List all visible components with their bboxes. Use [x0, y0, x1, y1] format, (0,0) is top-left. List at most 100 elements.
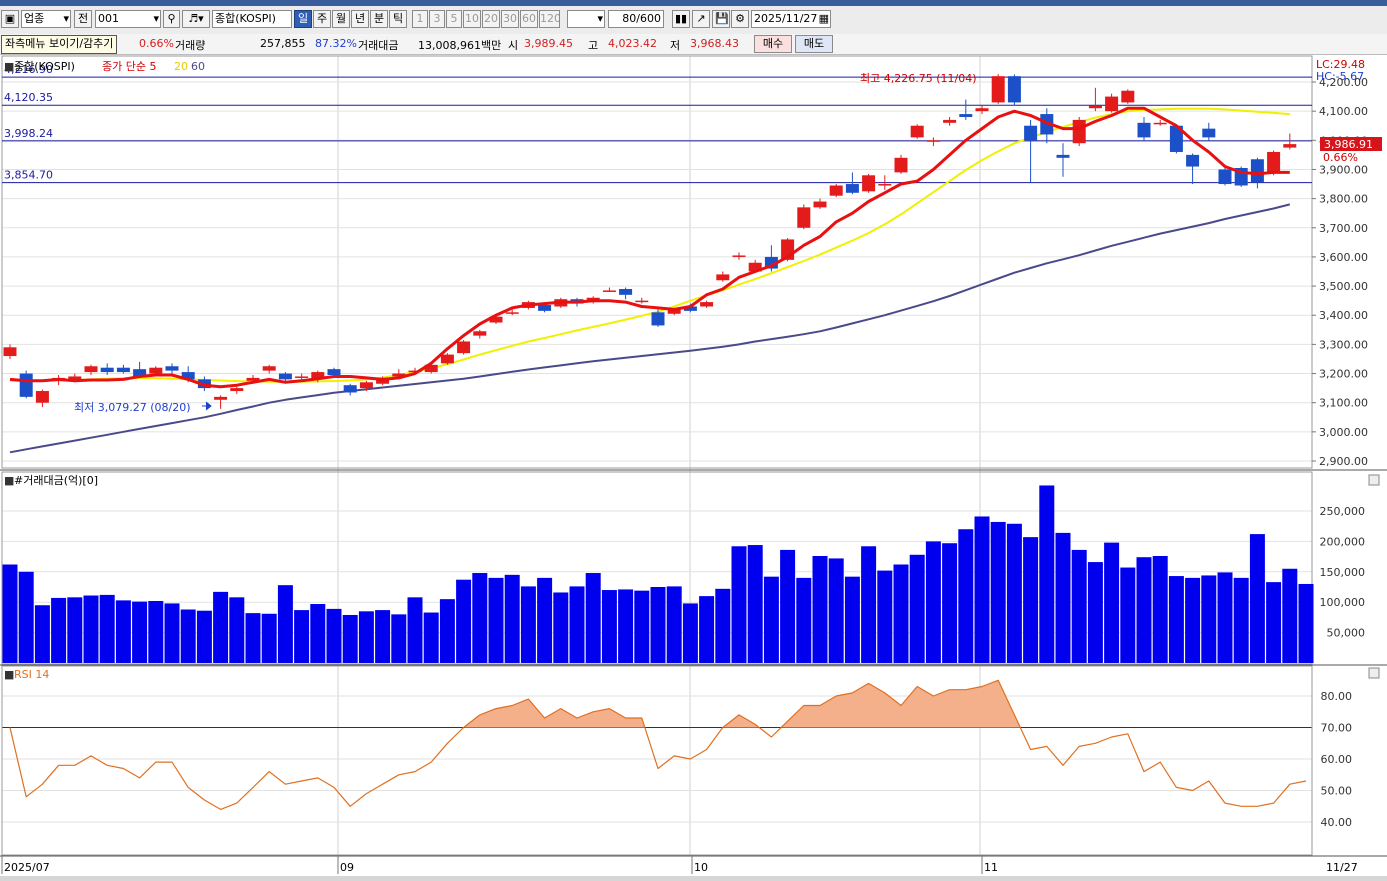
interval-dropdown[interactable]: ▾ — [567, 10, 605, 28]
candle-body[interactable] — [975, 108, 989, 112]
candle-body[interactable] — [1218, 169, 1232, 185]
candle-body[interactable] — [619, 288, 633, 295]
volume-bar[interactable] — [456, 579, 472, 663]
candle-body[interactable] — [894, 157, 908, 173]
volume-bar[interactable] — [180, 609, 196, 663]
period-button-5[interactable]: 틱 — [389, 10, 407, 28]
volume-bar[interactable] — [1233, 577, 1249, 663]
candle-body[interactable] — [311, 372, 325, 380]
volume-bar[interactable] — [634, 590, 650, 663]
candle-body[interactable] — [829, 185, 843, 196]
candle-body[interactable] — [732, 255, 746, 257]
volume-bar[interactable] — [763, 576, 779, 663]
volume-bar[interactable] — [715, 588, 731, 663]
candle-body[interactable] — [959, 114, 973, 117]
volume-bar[interactable] — [488, 577, 504, 663]
candle-body[interactable] — [3, 347, 17, 357]
volume-bar[interactable] — [1071, 549, 1087, 663]
volume-bar[interactable] — [132, 601, 148, 663]
interval-button-7[interactable]: 120 — [539, 10, 560, 28]
volume-bar[interactable] — [148, 600, 164, 663]
candle-body[interactable] — [878, 184, 892, 186]
sell-button[interactable]: 매도 — [795, 35, 833, 53]
candle-type-icon[interactable]: ▮▮ — [672, 10, 690, 28]
candle-body[interactable] — [473, 331, 487, 336]
volume-bar[interactable] — [537, 577, 553, 663]
volume-bar[interactable] — [51, 597, 67, 663]
candle-body[interactable] — [214, 396, 228, 400]
volume-bar[interactable] — [164, 603, 180, 663]
volume-bar[interactable] — [310, 604, 326, 663]
candle-body[interactable] — [1121, 90, 1135, 103]
volume-bar[interactable] — [682, 603, 698, 663]
candle-body[interactable] — [246, 377, 260, 381]
volume-bar[interactable] — [326, 608, 342, 663]
candle-body[interactable] — [1250, 159, 1264, 183]
volume-bar[interactable] — [294, 610, 310, 663]
volume-bar[interactable] — [213, 591, 229, 663]
volume-bar[interactable] — [1120, 567, 1136, 663]
candle-body[interactable] — [1283, 144, 1297, 148]
volume-bar[interactable] — [18, 571, 34, 663]
volume-bar[interactable] — [699, 596, 715, 663]
volume-bar[interactable] — [1282, 568, 1298, 663]
volume-bar[interactable] — [2, 564, 18, 663]
volume-bar[interactable] — [1055, 532, 1071, 663]
volume-bar[interactable] — [245, 613, 261, 663]
close-icon[interactable] — [1368, 474, 1380, 486]
candle-body[interactable] — [1202, 128, 1216, 138]
volume-bar[interactable] — [553, 592, 569, 663]
candle-body[interactable] — [538, 305, 552, 311]
period-button-1[interactable]: 주 — [313, 10, 331, 28]
candle-body[interactable] — [295, 376, 309, 378]
candle-body[interactable] — [489, 316, 503, 323]
search-icon[interactable]: ⚲ — [163, 10, 180, 28]
candle-body[interactable] — [635, 300, 649, 303]
candle-body[interactable] — [35, 391, 49, 403]
left-menu-toggle[interactable]: 좌측메뉴 보이기/감추기 — [1, 35, 118, 54]
candle-body[interactable] — [408, 370, 422, 373]
volume-bar[interactable] — [407, 597, 423, 663]
candle-body[interactable] — [1007, 76, 1021, 103]
candle-body[interactable] — [862, 175, 876, 192]
candle-body[interactable] — [505, 312, 519, 314]
candle-body[interactable] — [910, 125, 924, 138]
volume-bar[interactable] — [601, 590, 617, 663]
date-input[interactable]: 2025/11/27 ▦ — [751, 10, 831, 28]
candle-body[interactable] — [359, 382, 373, 389]
interval-button-0[interactable]: 1 — [412, 10, 428, 28]
candle-body[interactable] — [813, 201, 827, 208]
interval-button-1[interactable]: 3 — [429, 10, 445, 28]
volume-bar[interactable] — [650, 587, 666, 663]
candle-body[interactable] — [181, 372, 195, 380]
volume-bar[interactable] — [990, 521, 1006, 663]
volume-bar[interactable] — [261, 613, 277, 663]
volume-bar[interactable] — [942, 543, 958, 663]
volume-bar[interactable] — [342, 614, 358, 663]
volume-bar[interactable] — [115, 600, 131, 663]
candle-body[interactable] — [667, 309, 681, 314]
candle-body[interactable] — [991, 76, 1005, 103]
volume-bar[interactable] — [1104, 542, 1120, 663]
candle-body[interactable] — [845, 184, 859, 193]
interval-button-4[interactable]: 20 — [482, 10, 500, 28]
candle-body[interactable] — [1105, 96, 1119, 112]
volume-bar[interactable] — [1201, 575, 1217, 663]
volume-bar[interactable] — [925, 541, 941, 663]
candle-body[interactable] — [392, 373, 406, 377]
candle-body[interactable] — [343, 385, 357, 393]
period-button-0[interactable]: 일 — [294, 10, 312, 28]
volume-bar[interactable] — [423, 612, 439, 663]
volume-bar[interactable] — [812, 555, 828, 663]
candle-body[interactable] — [683, 306, 697, 311]
candle-body[interactable] — [1088, 105, 1102, 109]
volume-bar[interactable] — [67, 597, 83, 663]
horizontal-scrollbar[interactable] — [0, 876, 1387, 881]
volume-bar[interactable] — [196, 610, 212, 663]
candle-body[interactable] — [278, 373, 292, 380]
candle-body[interactable] — [1267, 151, 1281, 173]
volume-bar[interactable] — [585, 573, 601, 663]
volume-bar[interactable] — [277, 585, 293, 663]
candle-body[interactable] — [926, 140, 940, 142]
volume-bar[interactable] — [229, 597, 245, 663]
